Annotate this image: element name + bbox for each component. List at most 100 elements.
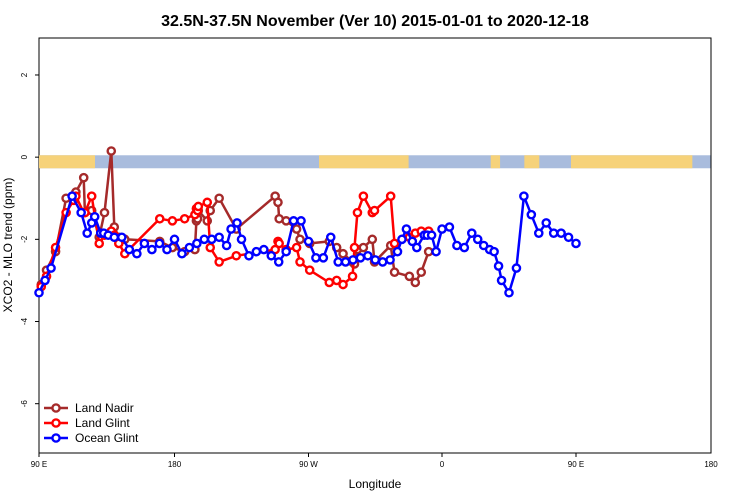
x-axis-label: Longitude: [349, 477, 402, 491]
data-point: [318, 253, 329, 263]
land-band-segment: [524, 155, 540, 169]
data-point: [331, 275, 342, 286]
data-point: [82, 228, 92, 238]
data-point: [99, 207, 110, 218]
data-point: [193, 201, 204, 212]
data-point: [347, 271, 358, 282]
data-point: [76, 207, 86, 218]
data-point: [352, 207, 363, 218]
data-point: [303, 236, 314, 247]
x-tick-label: 90 E: [568, 460, 584, 469]
data-point: [231, 250, 242, 261]
x-tick-label: 90 W: [299, 460, 318, 469]
data-point: [266, 250, 277, 261]
data-point: [423, 246, 434, 257]
data-point: [563, 232, 574, 243]
data-point: [206, 234, 217, 245]
data-point: [109, 232, 120, 243]
data-point: [34, 287, 44, 298]
data-point: [214, 232, 224, 243]
surface-type-band: [39, 155, 711, 169]
data-point: [401, 224, 412, 234]
land-band-segment: [490, 155, 501, 169]
data-point: [221, 240, 232, 251]
data-point: [452, 240, 462, 251]
data-point: [389, 267, 400, 278]
data-point: [358, 242, 369, 253]
data-point: [325, 232, 336, 243]
x-tick-label: 180: [168, 460, 182, 469]
data-point: [437, 224, 447, 234]
data-point: [340, 257, 351, 267]
plot-area-frame: [38, 37, 712, 454]
data-point: [89, 211, 100, 222]
data-point: [202, 197, 213, 208]
x-tick-label: 0: [440, 460, 445, 469]
chart-title: 32.5N-37.5N November (Ver 10) 2015-01-01…: [161, 13, 589, 30]
series-layer: [34, 146, 581, 298]
legend-swatch-marker: [51, 418, 61, 428]
data-point: [493, 261, 504, 271]
data-point: [548, 228, 559, 238]
y-axis-ticks: -6 -4 -2 0 2: [20, 72, 39, 407]
data-point: [404, 271, 415, 282]
y-axis-label: XCO2 - MLO trend (ppm): [1, 178, 15, 313]
series-ocean-glint: [34, 191, 581, 298]
data-point: [324, 277, 335, 288]
data-point: [78, 172, 89, 183]
legend-label: Land Glint: [75, 416, 130, 430]
data-point: [281, 246, 291, 257]
data-point: [392, 246, 403, 257]
data-point: [226, 224, 236, 234]
data-point: [397, 234, 407, 245]
data-point: [273, 197, 283, 208]
data-point: [205, 242, 216, 253]
data-point: [504, 287, 514, 298]
land-band-segment: [571, 155, 693, 169]
data-point: [40, 275, 50, 286]
data-point: [367, 234, 378, 245]
land-band-segment: [319, 155, 409, 169]
data-point: [124, 244, 135, 255]
data-point: [338, 279, 348, 290]
data-point: [273, 257, 284, 267]
data-point: [274, 238, 284, 249]
data-point: [67, 191, 77, 201]
data-point: [385, 191, 396, 201]
data-point: [369, 205, 380, 216]
data-point: [489, 246, 499, 257]
data-point: [106, 146, 117, 156]
y-tick-label: 0: [20, 154, 29, 159]
data-point: [472, 234, 483, 245]
data-point: [411, 242, 422, 253]
data-point: [444, 222, 455, 232]
data-point: [132, 248, 142, 259]
y-tick-label: 2: [20, 72, 29, 77]
data-point: [511, 263, 522, 273]
data-point: [162, 244, 172, 255]
data-point: [363, 250, 373, 261]
data-point: [291, 242, 302, 253]
data-point: [295, 234, 305, 245]
data-point: [192, 238, 202, 249]
data-point: [466, 228, 477, 238]
data-point: [333, 257, 343, 267]
legend-label: Land Nadir: [75, 401, 134, 415]
y-tick-label: -6: [20, 400, 29, 408]
data-point: [358, 191, 369, 201]
data-point: [431, 246, 441, 257]
data-point: [338, 248, 348, 259]
data-point: [214, 193, 224, 204]
data-point: [295, 257, 305, 267]
x-axis-ticks: 90 E 180 90 W 0 90 E 180: [31, 453, 718, 469]
data-point: [389, 238, 400, 249]
x-tick-label: 180: [704, 460, 718, 469]
data-point: [154, 238, 165, 249]
data-point: [214, 257, 224, 267]
data-point: [244, 250, 254, 261]
data-point: [251, 246, 262, 257]
data-point: [349, 242, 360, 253]
data-point: [94, 238, 105, 249]
data-point: [348, 255, 358, 265]
